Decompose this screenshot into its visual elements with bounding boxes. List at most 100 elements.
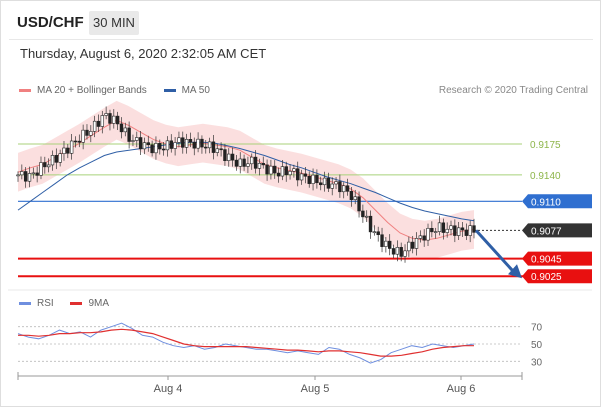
candle-body [108, 113, 112, 124]
candlesticks [16, 106, 476, 263]
legend-9ma-label: 9MA [88, 298, 110, 309]
candle-body [131, 140, 135, 142]
level-label-0.9140: 0.9140 [530, 171, 561, 182]
candle-body [299, 173, 304, 181]
candle-body [146, 142, 150, 146]
candle-body [430, 227, 434, 233]
candle-body [250, 156, 254, 165]
candle-body [472, 225, 476, 233]
candle-body [361, 210, 365, 218]
candle-body [403, 250, 407, 257]
candle-body [464, 229, 469, 236]
candle-body [211, 141, 216, 153]
candle-body [376, 231, 380, 236]
candle-body [184, 139, 189, 148]
rsi-legend: RSI 9MA [19, 298, 123, 309]
candle-body [380, 234, 384, 247]
candle-body [58, 153, 62, 163]
candle-body [288, 170, 292, 176]
candle-body [123, 127, 127, 133]
candle-body [158, 143, 162, 150]
candle-body [280, 166, 285, 177]
candle-body [334, 181, 338, 185]
candle-body [150, 144, 154, 154]
x-tick-label-0: Aug 4 [154, 383, 183, 395]
level-tag-text-0.9025: 0.9025 [531, 272, 562, 283]
candle-body [372, 231, 377, 234]
candle-body [177, 137, 181, 143]
candle-body [200, 138, 204, 148]
candle-body [66, 147, 70, 154]
candle-body [62, 147, 66, 155]
candle-body [142, 142, 147, 150]
candle-body [292, 168, 296, 172]
candle-body [445, 228, 449, 233]
candle-body [85, 129, 89, 136]
candle-body [422, 235, 426, 241]
candle-body [31, 172, 36, 175]
ma50-swatch [163, 88, 176, 92]
candle-body [96, 120, 101, 127]
candle-body [154, 143, 158, 154]
candle-body [73, 140, 78, 143]
candle-body [253, 156, 258, 169]
candle-body [69, 140, 74, 154]
x-tick-label-1: Aug 5 [301, 383, 330, 395]
candle-body [330, 183, 334, 189]
candle-body [342, 185, 346, 193]
main-legend: MA 20 + Bollinger Bands MA 50 [19, 85, 224, 96]
legend-item-9ma: 9MA [70, 298, 109, 309]
legend-rsi-label: RSI [37, 298, 54, 309]
rsi-9ma-line [18, 328, 474, 357]
candle-body [311, 174, 315, 184]
candle-body [50, 155, 55, 166]
legend-item-ma50: MA 50 [163, 85, 210, 96]
candle-body [181, 137, 185, 148]
candle-body [326, 177, 331, 189]
candle-body [349, 191, 354, 200]
legend-ma50-label: MA 50 [181, 85, 210, 96]
candle-body [89, 131, 93, 136]
candle-body [456, 227, 461, 236]
candle-body [353, 196, 357, 200]
candle-body [257, 163, 262, 169]
candle-body [418, 235, 423, 239]
legend-item-rsi: RSI [19, 298, 54, 309]
candle-body [387, 240, 392, 249]
candle-body [23, 171, 28, 182]
candle-body [449, 225, 453, 230]
candle-body [135, 137, 139, 141]
candle-body [204, 146, 208, 149]
candle-body [127, 127, 131, 142]
candle-body [453, 225, 457, 236]
candle-body [269, 165, 273, 175]
candle-body [468, 225, 472, 236]
candle-body [173, 142, 177, 149]
rsi-swatch [19, 301, 31, 305]
symbol-label: USD/CHF [17, 14, 84, 31]
candle-body [296, 168, 300, 181]
candle-body [319, 182, 323, 186]
candle-body [391, 248, 396, 255]
candle-body [338, 181, 342, 193]
level-tag-0.9110 [522, 194, 592, 209]
candle-body [284, 166, 288, 176]
rsi-tick-70: 70 [531, 323, 543, 334]
candle-body [112, 115, 116, 124]
candle-body [246, 163, 250, 167]
candle-body [230, 153, 235, 161]
candle-body [16, 174, 20, 177]
candle-body [227, 153, 231, 161]
candle-body [414, 238, 419, 249]
candle-body [345, 185, 350, 192]
candle-body [261, 163, 265, 166]
ma20-swatch [19, 88, 31, 92]
timeframe-badge[interactable]: 30 MIN [89, 11, 139, 35]
candle-body [100, 115, 105, 127]
candle-body [188, 139, 193, 143]
candle-body [77, 140, 82, 143]
candle-body [81, 129, 85, 143]
candle-body [365, 215, 369, 218]
